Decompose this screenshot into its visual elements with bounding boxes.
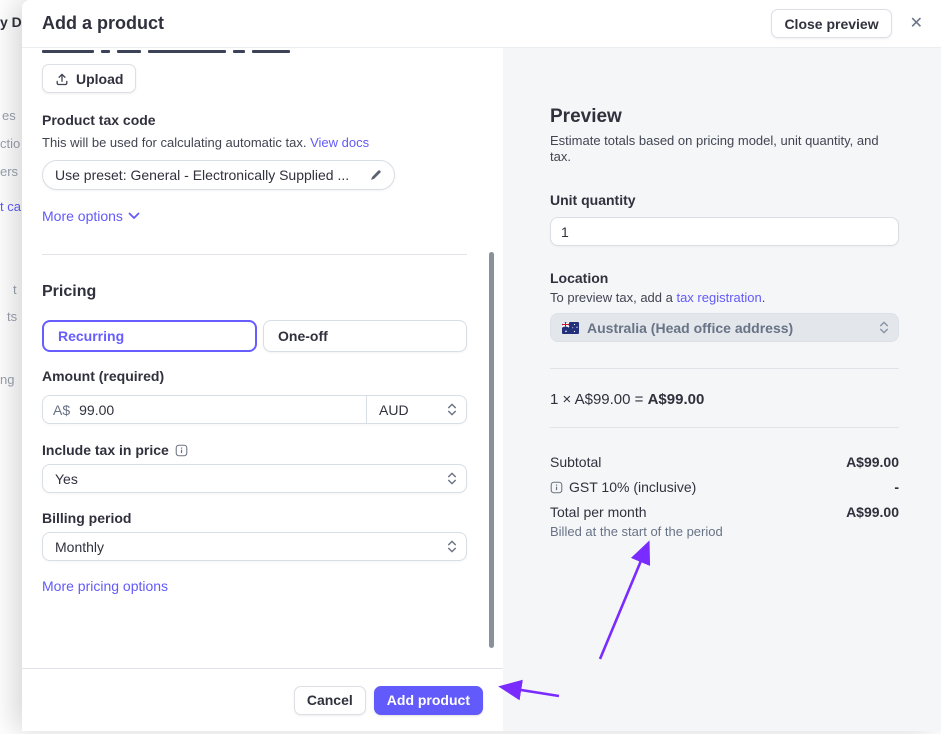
preview-description: Estimate totals based on pricing model, …	[550, 133, 879, 164]
tax-code-help: This will be used for calculating automa…	[42, 135, 370, 150]
cancel-button[interactable]: Cancel	[293, 685, 366, 715]
updown-chevrons-icon	[879, 320, 889, 335]
more-options-link[interactable]: More options	[42, 208, 140, 224]
include-tax-label: Include tax in price	[42, 442, 169, 458]
add-product-modal: Add a product Close preview ✕	[22, 0, 941, 731]
scrollbar-thumb[interactable]	[489, 252, 494, 648]
bg-fragment: ers	[0, 164, 19, 179]
product-form-column: Upload Product tax code This will be use…	[22, 48, 503, 731]
subtotal-label: Subtotal	[550, 454, 602, 470]
unit-quantity-label: Unit quantity	[550, 192, 636, 208]
recurring-toggle[interactable]: Recurring	[42, 320, 257, 352]
modal-footer: Cancel Add product	[22, 668, 503, 731]
form-scroll-area: Upload Product tax code This will be use…	[22, 48, 503, 668]
pricing-type-toggle: Recurring One-off	[42, 320, 467, 352]
bg-fragment: y D	[0, 14, 22, 30]
info-icon	[175, 444, 188, 457]
bg-fragment: ts	[7, 309, 18, 324]
preview-panel: Preview Estimate totals based on pricing…	[503, 48, 941, 731]
amount-input[interactable]	[79, 401, 356, 418]
info-icon	[550, 481, 563, 494]
australia-flag-icon	[562, 321, 579, 334]
billing-period-select[interactable]: Monthly	[42, 532, 467, 561]
total-row: Total per month Billed at the start of t…	[550, 504, 899, 539]
total-value: A$99.00	[846, 504, 899, 520]
subtotal-value: A$99.00	[846, 454, 899, 470]
close-icon[interactable]: ✕	[909, 14, 923, 32]
product-tax-code-label: Product tax code	[42, 112, 156, 128]
line-item-calculation: 1 × A$99.00 = A$99.00	[550, 391, 705, 408]
tax-registration-link[interactable]: tax registration	[676, 290, 762, 305]
amount-field: A$ AUD	[42, 395, 467, 424]
bg-fragment: t	[13, 282, 17, 297]
pencil-icon	[369, 169, 382, 182]
include-tax-select[interactable]: Yes	[42, 464, 467, 493]
gst-label: GST 10% (inclusive)	[569, 479, 697, 495]
location-label: Location	[550, 270, 609, 286]
modal-body: Upload Product tax code This will be use…	[22, 48, 941, 731]
billing-period-label: Billing period	[42, 510, 132, 526]
preview-heading: Preview	[550, 106, 622, 127]
more-pricing-options-link[interactable]: More pricing options	[42, 578, 169, 594]
section-divider	[42, 254, 467, 255]
bg-fragment: es	[2, 108, 16, 123]
bg-fragment: ctio	[0, 136, 21, 151]
amount-label: Amount (required)	[42, 368, 165, 384]
subtotal-row: Subtotal A$99.00	[550, 454, 899, 471]
tax-code-preset-button[interactable]: Use preset: General - Electronically Sup…	[42, 160, 395, 190]
currency-symbol: A$	[53, 401, 71, 418]
view-docs-link[interactable]: View docs	[310, 135, 370, 150]
unit-quantity-input[interactable]	[550, 217, 899, 246]
gst-row: GST 10% (inclusive) -	[550, 479, 899, 496]
preview-divider	[550, 427, 899, 428]
one-off-toggle[interactable]: One-off	[263, 320, 467, 352]
updown-chevrons-icon	[447, 539, 457, 554]
add-product-button[interactable]: Add product	[373, 685, 483, 715]
location-select: Australia (Head office address)	[550, 313, 899, 342]
modal-header: Add a product Close preview ✕	[22, 0, 941, 48]
updown-chevrons-icon	[447, 402, 457, 417]
total-note: Billed at the start of the period	[550, 524, 723, 539]
bg-fragment: ng	[0, 372, 15, 387]
preview-divider	[550, 368, 899, 369]
include-tax-label-row: Include tax in price	[42, 442, 188, 459]
total-label: Total per month	[550, 504, 647, 520]
chevron-down-icon	[128, 212, 140, 220]
gst-value: -	[894, 479, 899, 495]
pricing-heading: Pricing	[42, 283, 97, 300]
modal-title: Add a product	[42, 13, 164, 33]
close-preview-button[interactable]: Close preview	[771, 9, 892, 38]
amount-input-wrap: A$	[43, 396, 366, 423]
clipped-text-fragment	[42, 50, 467, 54]
upload-icon	[55, 72, 69, 86]
location-help: To preview tax, add a tax registration.	[550, 290, 766, 305]
bg-fragment: t ca	[0, 199, 21, 214]
location-value: Australia (Head office address)	[587, 319, 794, 336]
currency-select[interactable]: AUD	[366, 396, 466, 423]
upload-button[interactable]: Upload	[42, 64, 137, 93]
updown-chevrons-icon	[447, 471, 457, 486]
